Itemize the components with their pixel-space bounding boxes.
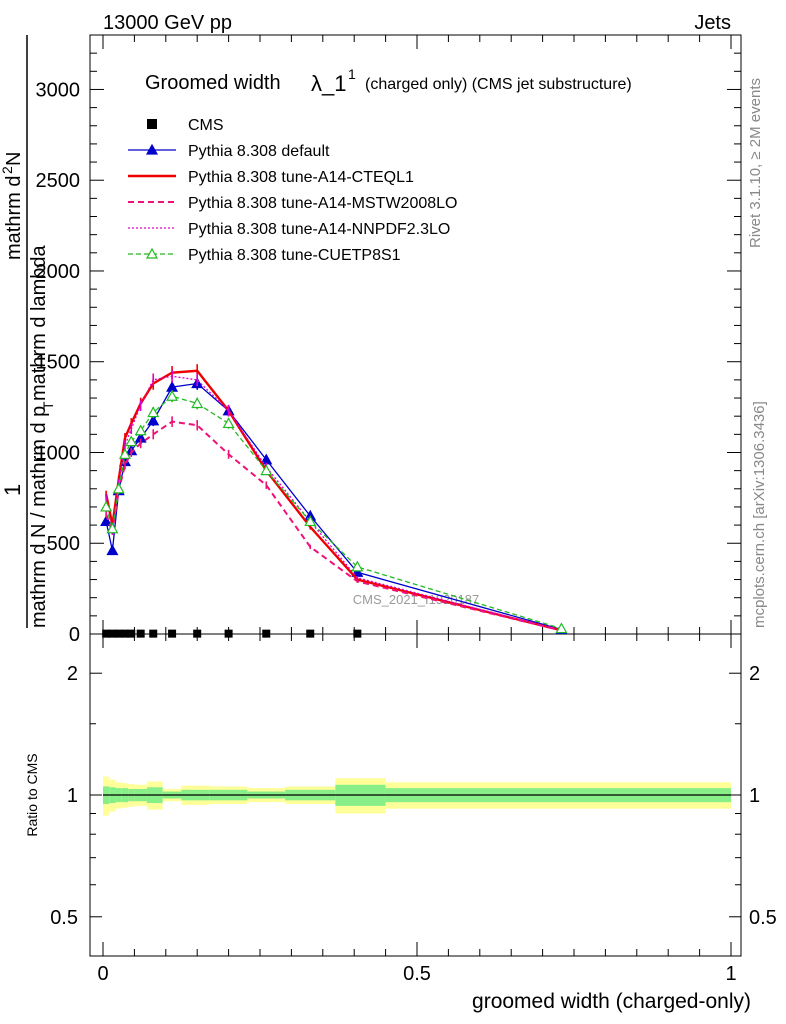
xtick-label: 0.5: [403, 963, 431, 985]
data-point-cms: [114, 629, 123, 638]
data-point-cms: [149, 629, 158, 638]
legend-label: Pythia 8.308 tune-CUETP8S1: [188, 247, 401, 264]
legend-entry: Pythia 8.308 tune-CUETP8S1: [128, 247, 401, 264]
main-ytick-label: 500: [47, 533, 80, 555]
chart-title-rest: (charged only) (CMS jet substructure): [365, 76, 632, 93]
legend-label: Pythia 8.308 tune-A14-MSTW2008LO: [188, 195, 457, 212]
legend-swatch: [147, 119, 157, 129]
data-point-cms: [127, 629, 136, 638]
ratio-ytick-label-right: 0.5: [749, 907, 777, 929]
main-series: [100, 364, 568, 638]
data-point-open-triangle: [134, 424, 147, 436]
data-point-cms: [136, 629, 145, 638]
legend-label: Pythia 8.308 default: [188, 143, 330, 160]
data-point-open-triangle: [100, 500, 113, 512]
ratio-ytick-label: 2: [67, 663, 78, 685]
data-point-open-triangle: [304, 515, 317, 527]
series-line: [104, 369, 562, 632]
legend-entry: CMS: [147, 117, 224, 134]
data-point-open-triangle: [106, 522, 119, 534]
header-right: Jets: [694, 12, 731, 34]
xlabel: groomed width (charged-only): [472, 990, 751, 1013]
main-ytick-label: 1500: [36, 352, 81, 374]
ylabel-top-end: N: [3, 152, 25, 166]
main-ytick-label: 0: [69, 624, 80, 646]
main-ylabel: 1 mathrm d 2 N mathrm d N / mathrm d p T…: [0, 35, 56, 628]
data-point-triangle: [106, 544, 119, 556]
ylabel-top-sup: 2: [0, 166, 15, 174]
main-ytick-label: 2500: [36, 170, 81, 192]
ylabel-bottom-end: mathrm d lambda: [28, 245, 50, 401]
data-point-cms: [108, 629, 117, 638]
ratio-ytick-label: 1: [67, 785, 78, 807]
data-point-cms: [224, 629, 233, 638]
data-point-cms: [306, 629, 315, 638]
series-pythia-8-308-tune-a14-nnpdf2-3lo: [105, 369, 563, 632]
legend-swatch-marker: [145, 247, 159, 259]
data-point-cms: [353, 629, 362, 638]
ylabel-bottom: mathrm d N / mathrm d p: [28, 406, 50, 628]
ylabel-numerator: mathrm d 2 N: [0, 152, 25, 260]
data-point-open-triangle: [222, 417, 235, 429]
data-point-cms: [102, 629, 111, 638]
main-axes: 0 500 1000 1500 2000 2500 3000: [36, 52, 741, 646]
data-point-open-triangle: [351, 560, 364, 572]
data-point-open-triangle: [555, 622, 568, 634]
legend-label: CMS: [188, 117, 224, 134]
data-point-open-triangle: [191, 397, 204, 409]
ylabel-prefix: 1: [0, 484, 25, 496]
legend-entry: Pythia 8.308 default: [128, 143, 330, 160]
legend-entry: Pythia 8.308 tune-A14-MSTW2008LO: [128, 195, 457, 212]
data-point-open-triangle: [166, 389, 179, 401]
chart-title-lambda: λ_1: [311, 71, 346, 96]
data-point-triangle: [100, 515, 113, 527]
legend-entry: Pythia 8.308 tune-A14-CTEQL1: [128, 169, 414, 186]
data-point-cms: [262, 629, 271, 638]
main-ytick-label: 3000: [36, 79, 81, 101]
rivet-label: Rivet 3.1.10, ≥ 2M events: [747, 78, 764, 248]
legend: CMS Pythia 8.308 default Pythia 8.308 tune…: [128, 117, 457, 264]
main-ytick-label: 1000: [36, 442, 81, 464]
series-pythia-8-308-tune-cuetp8s1: [100, 389, 568, 634]
ylabel-denominator: mathrm d N / mathrm d p T mathrm d lambd…: [28, 245, 56, 628]
series-line: [105, 382, 562, 631]
legend-swatch-marker: [145, 143, 159, 155]
series-pythia-8-308-tune-a14-mstw2008lo: [105, 416, 563, 632]
ratio-ytick-label-right: 1: [749, 785, 760, 807]
ylabel-bottom-sub: T: [40, 401, 56, 410]
ratio-bands: [103, 776, 731, 816]
series-pythia-8-308-tune-a14-cteql1: [104, 364, 563, 632]
mcplots-label: mcplots.cern.ch [arXiv:1306.3436]: [751, 401, 768, 628]
data-point-open-triangle: [147, 406, 160, 418]
data-point-open-triangle: [112, 482, 125, 494]
main-ytick-label: 2000: [36, 261, 81, 283]
legend-label: Pythia 8.308 tune-A14-NNPDF2.3LO: [188, 221, 450, 238]
chart-title-main: Groomed width: [145, 72, 281, 94]
series-line: [105, 420, 562, 632]
chart-title-sup: 1: [348, 66, 356, 82]
series-pythia-8-308-default: [100, 377, 568, 635]
data-point-open-triangle: [118, 448, 131, 459]
data-point-open-triangle: [125, 435, 138, 447]
legend-entry: Pythia 8.308 tune-A14-NNPDF2.3LO: [128, 221, 450, 238]
ratio-ylabel: Ratio to CMS: [24, 753, 40, 836]
chart-title: Groomed width λ_1 1 (charged only) (CMS …: [145, 66, 632, 96]
series-line: [105, 375, 562, 631]
legend-label: Pythia 8.308 tune-A14-CTEQL1: [188, 169, 414, 186]
data-point-triangle: [147, 414, 160, 426]
data-point-cms: [120, 629, 129, 638]
xtick-label: 0: [97, 963, 108, 985]
series-line: [105, 395, 562, 630]
data-point-open-triangle: [260, 464, 273, 476]
ratio-axes: 0.5 0.5 1 1 2 2 0 0.5 1: [50, 35, 777, 985]
header-left: 13000 GeV pp: [103, 12, 232, 34]
data-point-cms: [193, 629, 202, 638]
ratio-ytick-label-right: 2: [749, 663, 760, 685]
data-point-cms: [168, 629, 177, 638]
xtick-label: 1: [725, 963, 736, 985]
ylabel-top: mathrm d: [3, 176, 25, 260]
ratio-ytick-label: 0.5: [50, 907, 78, 929]
series-cms: [102, 629, 362, 638]
